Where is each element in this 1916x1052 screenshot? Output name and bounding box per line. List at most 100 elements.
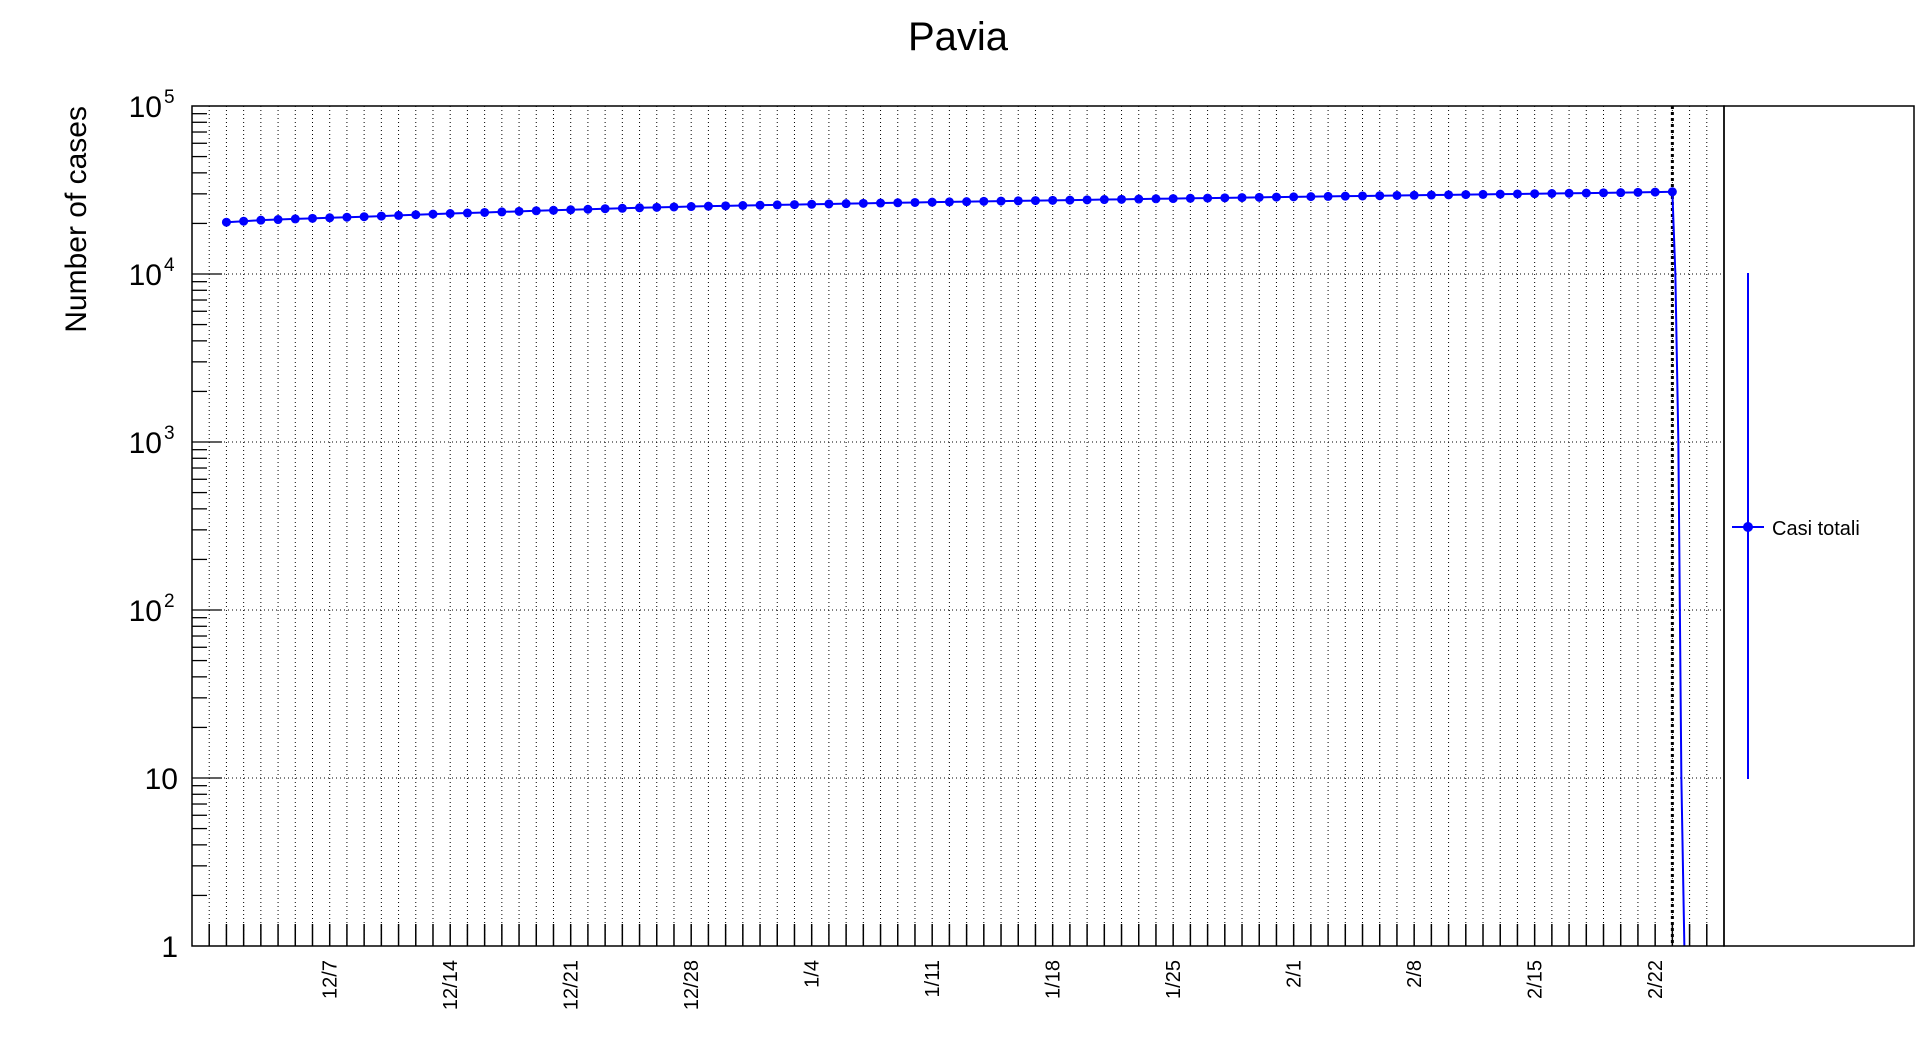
data-point xyxy=(566,205,576,215)
data-point xyxy=(876,198,886,208)
data-point xyxy=(221,217,231,227)
series-layer xyxy=(221,187,1686,947)
data-point xyxy=(1581,188,1591,198)
data-point xyxy=(1633,187,1643,197)
data-point xyxy=(480,207,490,217)
y-tick-label: 10 xyxy=(129,259,162,292)
data-point xyxy=(1099,195,1109,205)
x-tick-label: 12/21 xyxy=(561,960,583,1010)
data-point xyxy=(273,215,283,225)
data-point xyxy=(1013,196,1023,206)
x-tick-label: 1/4 xyxy=(802,960,824,988)
data-point xyxy=(445,209,455,219)
data-point xyxy=(944,197,954,207)
data-point xyxy=(600,204,610,214)
y-tick-label-exponent: 5 xyxy=(164,87,175,108)
data-point xyxy=(635,203,645,213)
y-tick-label: 10 xyxy=(129,91,162,124)
data-point xyxy=(996,196,1006,206)
data-point xyxy=(1185,193,1195,203)
data-point xyxy=(1650,187,1660,197)
data-point xyxy=(910,197,920,207)
data-point xyxy=(1289,192,1299,202)
y-tick-label: 10 xyxy=(129,595,162,628)
data-point xyxy=(583,204,593,214)
data-point xyxy=(1616,188,1626,198)
data-point xyxy=(824,199,834,209)
x-tick-label: 1/11 xyxy=(922,960,944,997)
data-point xyxy=(1564,188,1574,198)
y-tick-label: 1 xyxy=(161,931,178,964)
data-point xyxy=(1530,189,1540,199)
data-point xyxy=(1444,190,1454,200)
grid-lines xyxy=(192,106,1724,946)
data-point xyxy=(1168,194,1178,204)
data-point xyxy=(290,214,300,224)
x-tick-label: 12/14 xyxy=(440,960,462,1010)
y-axis-label: Number of cases xyxy=(60,106,93,333)
data-point xyxy=(1134,194,1144,204)
data-point xyxy=(962,197,972,207)
data-point xyxy=(1409,190,1419,200)
data-point xyxy=(548,205,558,215)
x-tick-label: 2/1 xyxy=(1284,960,1306,988)
data-point xyxy=(652,202,662,212)
data-point xyxy=(669,202,679,212)
data-point xyxy=(359,212,369,222)
data-point xyxy=(893,198,903,208)
legend: Casi totali xyxy=(1732,273,1860,779)
data-point xyxy=(789,200,799,210)
x-tick-label: 1/25 xyxy=(1163,960,1185,999)
data-point xyxy=(1151,194,1161,204)
data-point xyxy=(1254,192,1264,202)
data-point xyxy=(755,200,765,210)
y-tick-label-exponent: 3 xyxy=(164,423,175,444)
legend-box xyxy=(1723,105,1915,947)
data-point xyxy=(721,201,731,211)
y-tick-label: 10 xyxy=(129,427,162,460)
data-point xyxy=(1117,194,1127,204)
x-tick-label: 2/15 xyxy=(1525,960,1547,999)
data-point xyxy=(738,201,748,211)
data-point xyxy=(325,213,335,223)
x-tick-label: 2/22 xyxy=(1645,960,1667,999)
x-tick-label: 12/28 xyxy=(681,960,703,1010)
data-point xyxy=(1065,195,1075,205)
data-point xyxy=(1030,196,1040,206)
data-point xyxy=(1495,189,1505,199)
data-point xyxy=(1461,190,1471,200)
data-point xyxy=(703,201,713,211)
data-point xyxy=(411,210,421,220)
data-point xyxy=(841,199,851,209)
data-point xyxy=(1203,193,1213,203)
data-point xyxy=(1082,195,1092,205)
data-point xyxy=(1392,190,1402,200)
data-point xyxy=(1340,191,1350,201)
data-point xyxy=(1220,193,1230,203)
legend-marker xyxy=(1743,522,1753,532)
data-point xyxy=(394,210,404,220)
data-point xyxy=(617,203,627,213)
chart-title: Pavia xyxy=(908,15,1009,59)
data-point xyxy=(1048,195,1058,205)
data-point xyxy=(1478,189,1488,199)
data-point xyxy=(858,198,868,208)
data-point xyxy=(1599,188,1609,198)
data-point xyxy=(1358,191,1368,201)
x-tick-label: 1/18 xyxy=(1043,960,1065,999)
data-point xyxy=(1306,192,1316,202)
y-tick-label-exponent: 4 xyxy=(164,255,175,276)
legend-label-casi-totali: Casi totali xyxy=(1772,518,1860,540)
data-point xyxy=(497,207,507,217)
data-point xyxy=(1667,187,1677,197)
x-tick-label: 12/7 xyxy=(320,960,342,999)
data-point xyxy=(1237,193,1247,203)
data-point xyxy=(927,197,937,207)
y-tick-label: 10 xyxy=(145,763,178,796)
x-tick-label: 2/8 xyxy=(1404,960,1426,988)
data-point xyxy=(462,208,472,218)
data-point xyxy=(772,200,782,210)
data-point xyxy=(1375,191,1385,201)
